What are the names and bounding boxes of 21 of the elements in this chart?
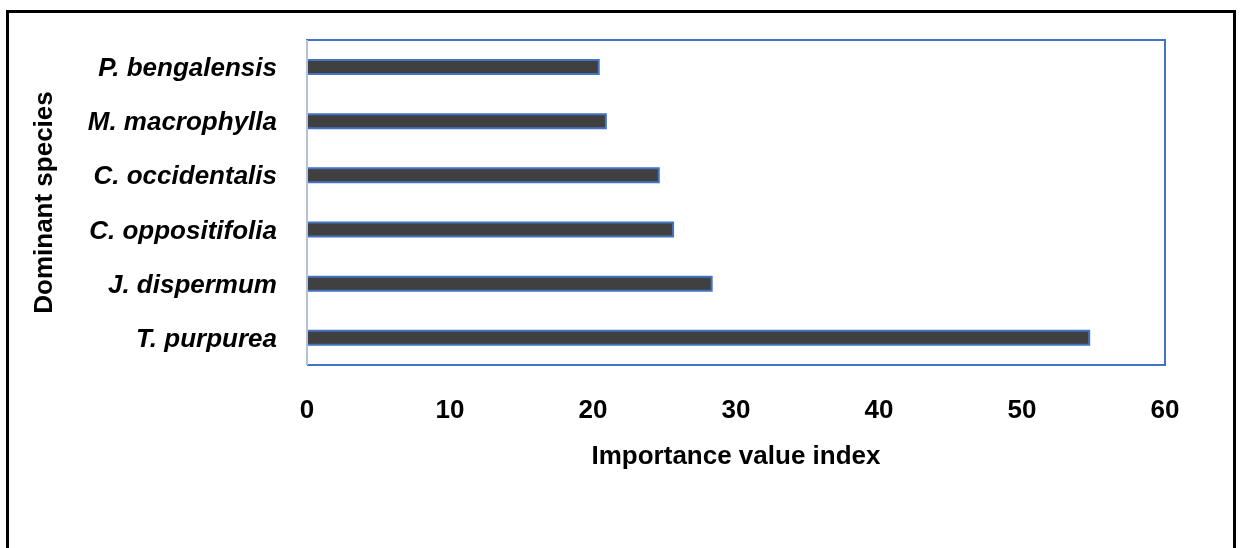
y-tick-label: M. macrophylla	[87, 106, 277, 137]
x-tick-label: 0	[299, 394, 315, 425]
x-tick-label: 40	[864, 394, 894, 425]
x-tick-label: 50	[1007, 394, 1037, 425]
bar	[307, 221, 675, 238]
bar	[307, 329, 1091, 346]
bar	[307, 59, 600, 75]
bar	[307, 167, 660, 184]
y-tick-label: C. occidentalis	[93, 160, 277, 191]
x-tick-label: 60	[1150, 394, 1180, 425]
y-tick-label: J. dispermum	[107, 268, 277, 299]
x-axis-title: Importance value index	[591, 440, 882, 470]
bar	[307, 275, 713, 292]
y-tick-label: P. bengalensis	[98, 52, 277, 83]
x-tick-label: 20	[578, 394, 608, 425]
x-tick-label: 10	[435, 394, 465, 425]
y-tick-label: C. oppositifolia	[89, 214, 277, 245]
y-axis-title: Dominant species	[28, 91, 58, 314]
x-tick-label: 30	[721, 394, 751, 425]
bar	[307, 113, 607, 130]
y-tick-label: T. purpurea	[135, 322, 277, 353]
